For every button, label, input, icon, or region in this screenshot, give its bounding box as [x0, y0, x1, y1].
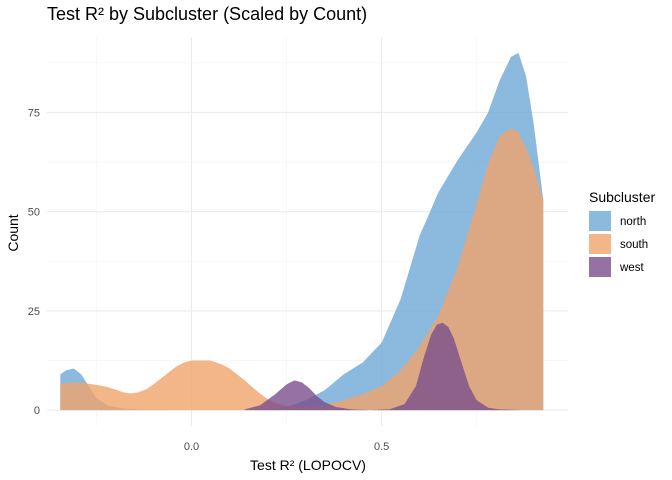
y-tick-label: 0 [34, 405, 40, 417]
legend-swatch-south [589, 234, 611, 254]
axis-ticks: 0.0 0.5 0 25 50 75 [28, 107, 390, 453]
legend-swatch-north [589, 211, 611, 231]
legend: Subcluster north south west [589, 189, 655, 277]
density-areas [60, 52, 544, 411]
x-tick-label: 0.5 [374, 441, 389, 453]
x-axis-title: Test R² (LOPOCV) [250, 457, 366, 473]
legend-label-south: south [620, 239, 648, 251]
density-area-west [244, 322, 544, 411]
density-area-north [60, 52, 544, 411]
y-tick-label: 75 [28, 107, 40, 119]
y-axis-title: Count [5, 214, 21, 251]
chart-title: Test R² by Subcluster (Scaled by Count) [47, 4, 367, 24]
legend-label-north: north [620, 216, 646, 228]
y-tick-label: 25 [28, 306, 40, 318]
y-tick-label: 50 [28, 207, 40, 219]
legend-swatch-west [589, 257, 611, 277]
legend-label-west: west [619, 262, 644, 274]
legend-title: Subcluster [589, 189, 655, 205]
x-tick-label: 0.0 [184, 441, 199, 453]
density-area-south [60, 128, 544, 411]
